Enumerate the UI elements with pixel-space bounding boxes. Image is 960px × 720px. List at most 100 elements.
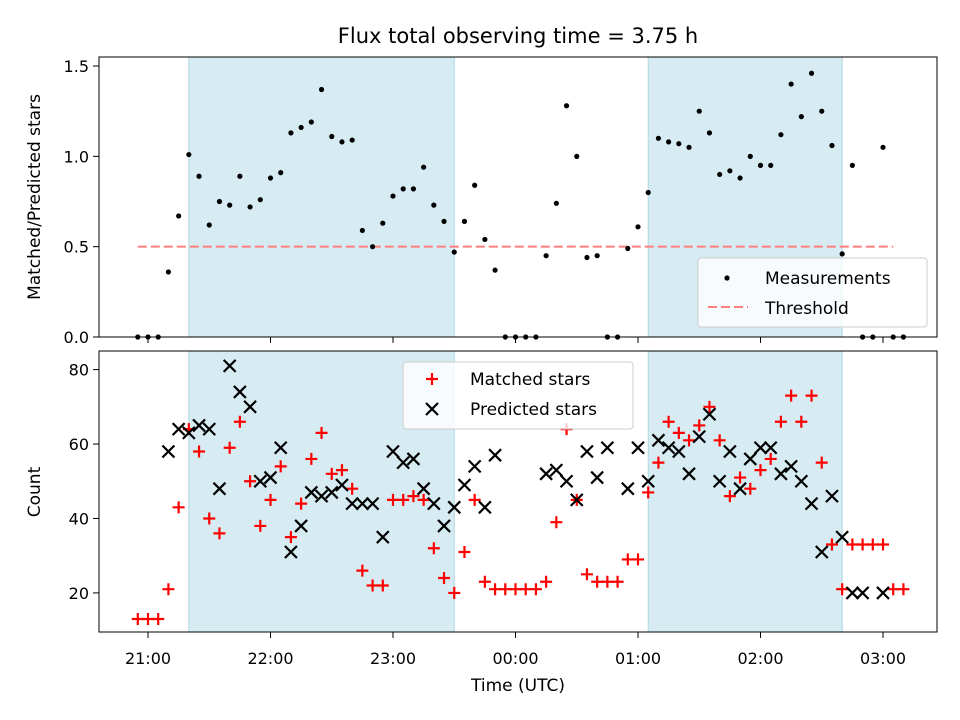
- matched-point: [203, 512, 216, 525]
- measurement-point: [216, 198, 223, 205]
- measurement-point: [798, 114, 804, 120]
- measurement-point: [737, 175, 743, 181]
- predicted-point: [171, 422, 186, 436]
- predicted-point: [437, 519, 451, 533]
- predicted-point: [784, 459, 798, 474]
- ratio-x-ticks: [147, 337, 884, 343]
- predicted-point: [467, 459, 482, 474]
- predicted-point: [661, 440, 676, 455]
- predicted-point: [876, 586, 890, 600]
- matched-point: [162, 583, 175, 596]
- measurement-point: [461, 218, 468, 224]
- matched-point: [223, 441, 236, 454]
- predicted-point: [672, 444, 686, 459]
- predicted-point: [794, 474, 809, 489]
- measurement-point: [441, 218, 447, 224]
- measurement-point: [584, 254, 590, 261]
- matched-point: [499, 583, 512, 596]
- x-tick-label: 01:00: [615, 649, 661, 668]
- measurement-point: [686, 144, 692, 150]
- matched-point: [233, 415, 246, 428]
- measurement-point: [676, 141, 682, 147]
- x-axis-label: Time (UTC): [470, 676, 565, 696]
- counts-shading: [188, 350, 843, 633]
- measurement-point: [768, 162, 774, 168]
- measurement-point: [380, 220, 386, 226]
- matched-point: [448, 586, 461, 599]
- predicted-point: [416, 481, 431, 496]
- predicted-point: [202, 422, 217, 436]
- measurement-point: [880, 144, 886, 150]
- matched-point: [458, 545, 471, 558]
- predicted-point: [855, 586, 870, 600]
- predicted-point: [396, 455, 410, 470]
- predicted-point: [804, 496, 819, 511]
- matched-point: [846, 538, 859, 551]
- matched-point: [877, 538, 889, 551]
- predicted-point: [569, 493, 584, 507]
- predicted-point: [182, 426, 196, 440]
- measurement-point: [778, 132, 784, 138]
- matched-point: [356, 564, 369, 577]
- matched-point: [642, 486, 655, 499]
- shaded-interval: [647, 350, 843, 633]
- matched-point: [305, 452, 318, 465]
- matched-point: [407, 490, 420, 503]
- predicted-point: [345, 496, 359, 511]
- predicted-point: [447, 500, 462, 515]
- matched-point: [346, 482, 359, 495]
- measurement-point: [645, 189, 651, 196]
- counts-legend: Matched stars Predicted stars: [402, 361, 634, 430]
- measurement-point: [176, 213, 182, 219]
- counts-x-axis: 21:00 22:00 23:00 00:00 01:00 02:00 03:00: [125, 632, 906, 668]
- measurement-point: [717, 171, 723, 178]
- matched-point: [652, 456, 665, 469]
- predicted-point: [621, 481, 635, 496]
- counts-y-label: Count: [25, 466, 45, 517]
- ratio-y-tick-label: 0.0: [64, 328, 89, 347]
- matched-point: [754, 464, 767, 477]
- matched-point: [438, 572, 451, 585]
- counts-y-tick-label: 20: [69, 584, 89, 603]
- matched-point: [540, 575, 553, 588]
- counts-plot-frame: [98, 350, 938, 633]
- predicted-point: [457, 478, 472, 492]
- predicted-point: [763, 440, 778, 455]
- matched-point: [529, 583, 542, 596]
- measurement-point: [339, 139, 345, 145]
- predicted-point: [580, 444, 594, 459]
- measurement-point: [196, 173, 202, 179]
- measurement-point: [839, 251, 845, 257]
- matched-point: [856, 538, 869, 551]
- measurement-point: [492, 267, 498, 273]
- matched-point: [244, 475, 257, 488]
- predicted-point: [314, 489, 329, 503]
- measurement-point: [696, 108, 702, 114]
- matched-point: [723, 490, 736, 503]
- predicted-point: [212, 481, 227, 496]
- measurement-point: [829, 142, 835, 149]
- predicted-point: [386, 444, 400, 459]
- measurement-point: [635, 224, 641, 230]
- measurement-point: [574, 153, 580, 159]
- counts-panel: 20 40 60 80 21:00 22:00 23:00 00:00 01:00 02:00 0…: [25, 350, 938, 696]
- predicted-point: [651, 433, 666, 448]
- predicted-point: [641, 474, 655, 489]
- ratio-legend: Measurements Threshold: [697, 257, 928, 328]
- matched-point: [274, 460, 287, 473]
- measurement-point: [298, 124, 304, 131]
- measurement-point: [757, 162, 764, 168]
- measurement-point: [625, 245, 631, 252]
- ratio-y-tick-label: 0.5: [64, 238, 89, 257]
- ratio-points: [135, 70, 907, 340]
- measurement-point: [849, 162, 855, 168]
- predicted-point: [161, 444, 176, 459]
- matched-point: [601, 575, 614, 588]
- predicted-point: [284, 545, 298, 559]
- predicted-point: [304, 485, 319, 500]
- matched-point: [785, 389, 798, 402]
- ratio-plot-frame: [98, 56, 938, 338]
- matched-point: [427, 542, 440, 555]
- predicted-point: [273, 440, 288, 455]
- predicted-point: [631, 440, 645, 455]
